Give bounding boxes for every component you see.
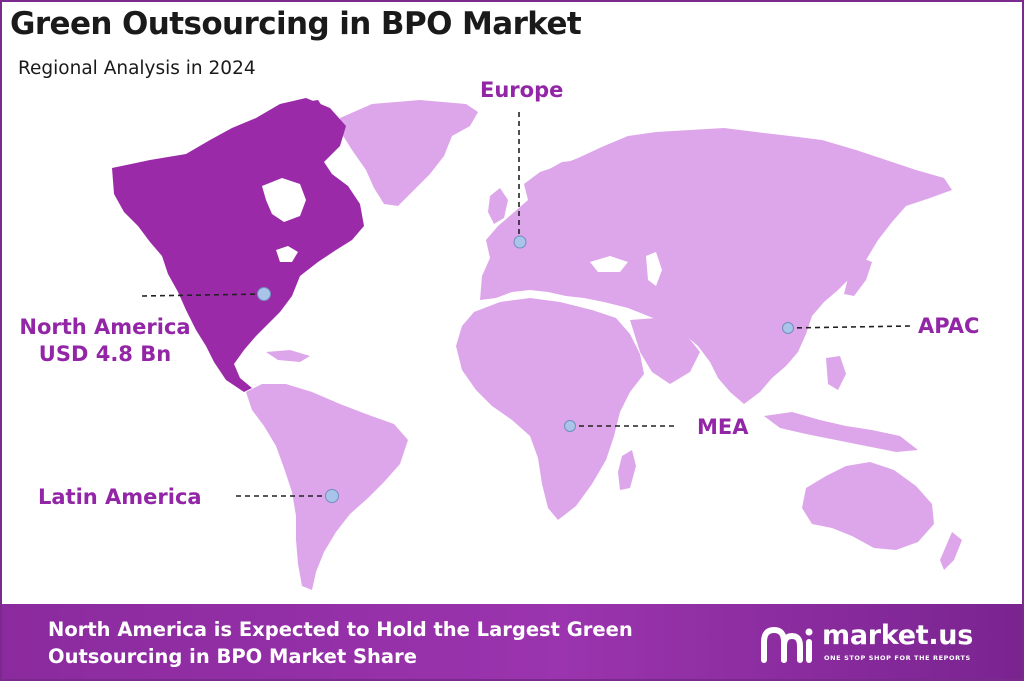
page-title: Green Outsourcing in BPO Market — [10, 6, 582, 42]
north-america-shape — [112, 98, 364, 392]
apac-marker — [782, 322, 794, 334]
page-subtitle: Regional Analysis in 2024 — [18, 58, 256, 79]
greenland-shape — [340, 100, 478, 206]
latin-america-label: Latin America — [38, 485, 202, 509]
latin-america-shape — [246, 384, 408, 590]
latin-america-marker — [325, 489, 339, 503]
eurasia-shape — [480, 128, 952, 404]
new-zealand-shape — [940, 532, 962, 570]
north-america-label-group: North America USD 4.8 Bn — [14, 314, 196, 368]
brand-tagline: ONE STOP SHOP FOR THE REPORTS — [824, 654, 971, 662]
north-america-leader-line — [141, 293, 265, 297]
arabian-peninsula-shape — [630, 318, 700, 384]
footer-line-1: North America is Expected to Hold the La… — [48, 618, 633, 641]
footer-headline: North America is Expected to Hold the La… — [48, 616, 728, 670]
brand-name: market.us — [822, 620, 973, 651]
footer-banner: North America is Expected to Hold the La… — [2, 604, 1022, 679]
market-us-logo-icon — [761, 626, 813, 663]
madagascar-shape — [618, 450, 636, 490]
arctic-islands-shape — [212, 126, 262, 156]
brand-block[interactable]: market.us ONE STOP SHOP FOR THE REPORTS — [760, 620, 1010, 668]
arctic-islands-shape — [270, 100, 326, 126]
hudson-bay-shape — [262, 178, 306, 222]
africa-shape — [456, 298, 644, 520]
philippines-shape — [826, 356, 846, 390]
caspian-sea-shape — [646, 252, 662, 286]
caribbean-islands-shape — [266, 350, 310, 362]
uk-shape — [488, 188, 508, 224]
great-lakes-shape — [276, 246, 298, 262]
australia-shape — [802, 462, 934, 550]
black-sea-shape — [590, 256, 628, 272]
north-america-label: North America — [19, 315, 191, 339]
europe-label: Europe — [480, 78, 564, 102]
north-america-value: USD 4.8 Bn — [38, 342, 172, 366]
mea-label: MEA — [697, 415, 749, 439]
world-map — [112, 98, 962, 590]
mea-marker — [564, 420, 576, 432]
north-america-marker — [257, 287, 271, 301]
japan-shape — [844, 258, 872, 296]
europe-marker — [513, 235, 527, 249]
scandinavia-shape — [528, 160, 580, 216]
apac-leader-line — [787, 325, 911, 329]
southeast-asia-islands-shape — [764, 412, 918, 452]
footer-line-2: Outsourcing in BPO Market Share — [48, 645, 417, 668]
apac-label: APAC — [918, 314, 980, 338]
